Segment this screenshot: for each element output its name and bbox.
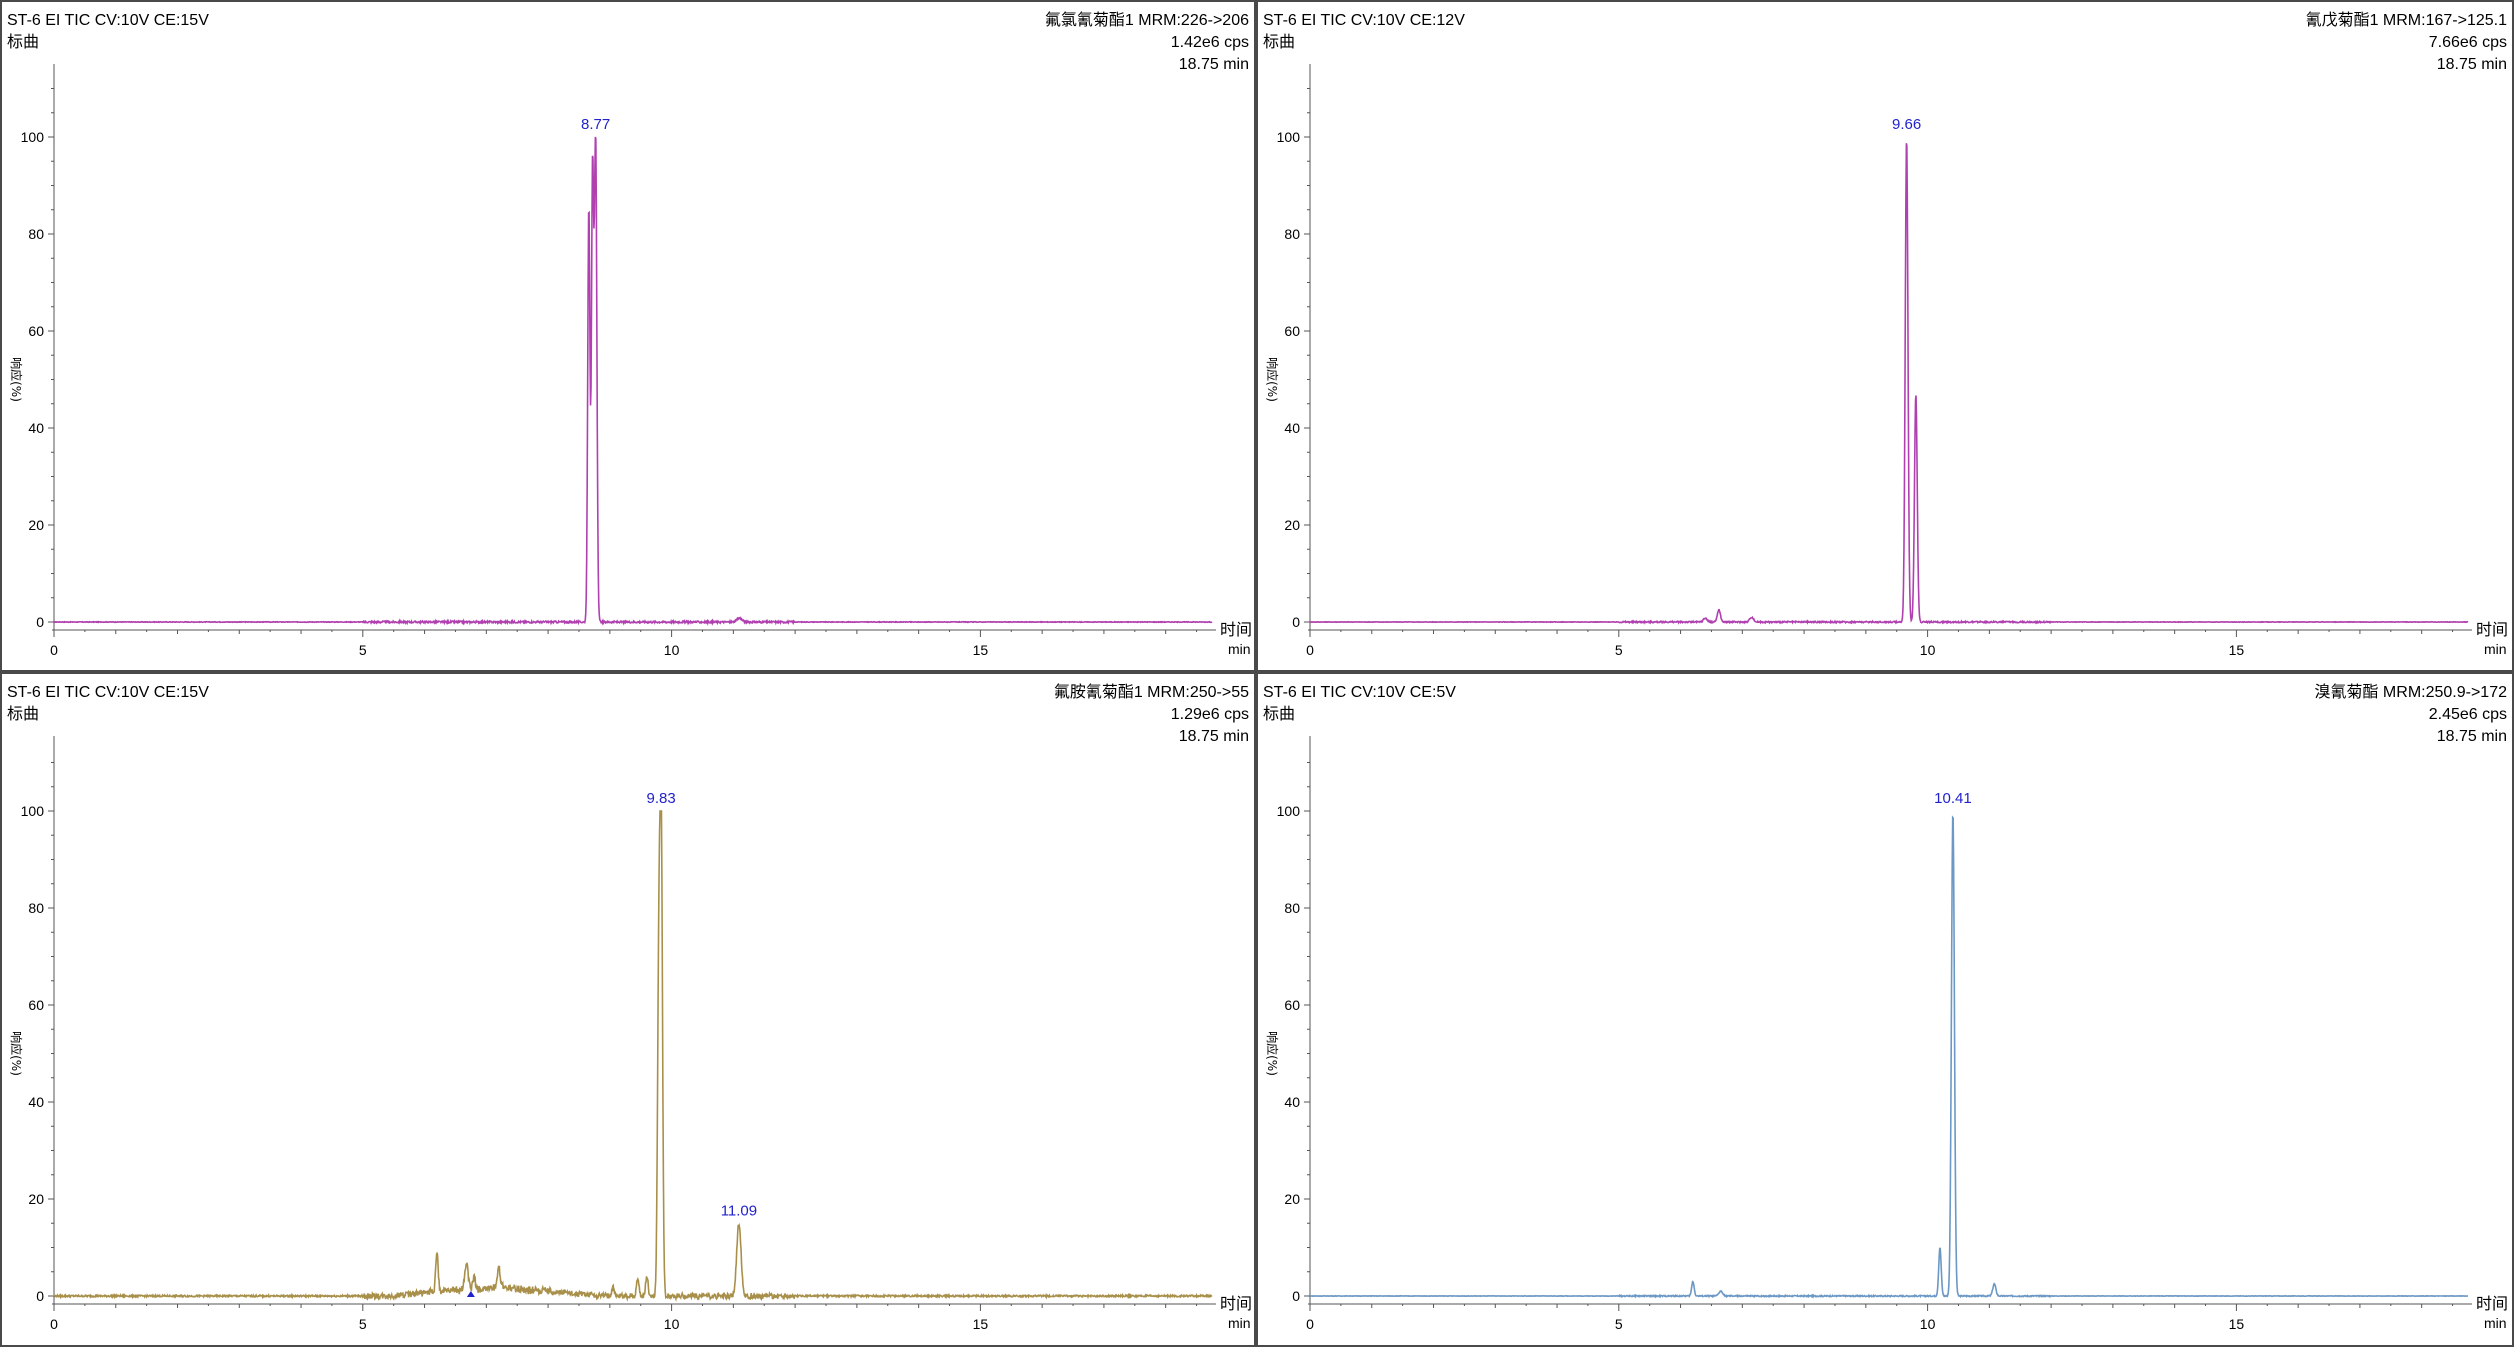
y-tick-label: 40	[28, 420, 44, 436]
y-tick-label: 0	[1292, 614, 1300, 630]
peak-retention-label: 8.77	[581, 116, 610, 133]
chromatogram-trace	[53, 810, 1213, 1302]
y-tick-label: 80	[1284, 226, 1300, 242]
panel-header-right: 氟氯氰菊酯1 MRM:226->206 1.42e6 cps 18.75 min	[1045, 10, 1249, 76]
peak-retention-label: 10.41	[1934, 790, 1972, 807]
chromatogram-svg: 0 20 40 60 80 100 0 5 10 15 时间 min 响应(%) 9.83 11.09	[9, 736, 1252, 1332]
x-tick-label: 15	[2229, 1316, 2245, 1332]
sample-name-text: 标曲	[7, 34, 40, 51]
x-tick-label: 10	[1920, 642, 1936, 658]
scan-info-text: ST-6 EI TIC CV:10V CE:12V	[1263, 12, 1465, 29]
y-tick-label: 40	[1284, 420, 1300, 436]
y-tick-label: 20	[1284, 1191, 1300, 1207]
x-tick-label: 10	[664, 642, 680, 658]
sample-name-text: 标曲	[1263, 34, 1296, 51]
peak-retention-label: 9.66	[1892, 116, 1921, 133]
intensity-text: 1.29e6 cps	[1170, 706, 1249, 723]
scan-info-text: ST-6 EI TIC CV:10V CE:15V	[7, 12, 209, 29]
chromatogram-trace	[1309, 143, 2469, 625]
x-axis-unit: min	[1228, 641, 1251, 657]
y-tick-label: 100	[1277, 803, 1301, 819]
y-tick-label: 60	[1284, 323, 1300, 339]
run-time-text: 18.75 min	[1178, 728, 1249, 745]
y-axis-label: 响应(%)	[1265, 1031, 1280, 1076]
scan-info-text: ST-6 EI TIC CV:10V CE:15V	[7, 684, 209, 701]
y-tick-label: 40	[28, 1094, 44, 1110]
y-tick-label: 0	[36, 1288, 44, 1304]
x-tick-label: 5	[359, 642, 367, 658]
x-tick-label: 0	[50, 1316, 58, 1332]
y-tick-label: 40	[1284, 1094, 1300, 1110]
x-tick-label: 5	[359, 1316, 367, 1332]
y-tick-label: 100	[21, 129, 45, 145]
intensity-text: 1.42e6 cps	[1170, 34, 1249, 51]
peak-retention-label: 9.83	[646, 790, 675, 807]
x-axis-unit: min	[1228, 1315, 1251, 1331]
y-tick-label: 20	[28, 1191, 44, 1207]
integration-marker	[466, 1291, 475, 1297]
y-tick-label: 20	[28, 517, 44, 533]
panel-header-left: ST-6 EI TIC CV:10V CE:12V 标曲	[1263, 10, 1465, 54]
x-axis-unit: min	[2484, 1315, 2507, 1331]
chromatogram-svg: 0 20 40 60 80 100 0 5 10 15 时间 min 响应(%) 10.41	[1265, 736, 2508, 1332]
x-axis-unit: min	[2484, 641, 2507, 657]
x-tick-label: 0	[1306, 642, 1314, 658]
chromatogram-svg: 0 20 40 60 80 100 0 5 10 15 时间 min 响应(%) 8.77	[9, 64, 1252, 658]
compound-mrm-text: 氟胺氰菊酯1 MRM:250->55	[1053, 684, 1249, 701]
sample-name-text: 标曲	[1263, 706, 1296, 723]
y-tick-label: 80	[28, 226, 44, 242]
run-time-text: 18.75 min	[2436, 56, 2507, 73]
x-axis-label: 时间	[2476, 1294, 2508, 1313]
x-tick-label: 15	[973, 1316, 989, 1332]
x-tick-label: 5	[1615, 642, 1623, 658]
chromatogram-trace	[1309, 815, 2469, 1299]
compound-mrm-text: 溴氰菊酯 MRM:250.9->172	[2314, 684, 2507, 701]
x-tick-label: 10	[664, 1316, 680, 1332]
panel-header-right: 氰戊菊酯1 MRM:167->125.1 7.66e6 cps 18.75 min	[2306, 10, 2507, 76]
x-tick-label: 0	[1306, 1316, 1314, 1332]
y-tick-label: 80	[28, 900, 44, 916]
y-tick-label: 0	[1292, 1288, 1300, 1304]
intensity-text: 2.45e6 cps	[2428, 706, 2507, 723]
chromatogram-panel-2: ST-6 EI TIC CV:10V CE:12V 标曲 氰戊菊酯1 MRM:167…	[1256, 0, 2514, 672]
x-axis-label: 时间	[1220, 620, 1252, 639]
x-tick-label: 10	[1920, 1316, 1936, 1332]
compound-mrm-text: 氟氯氰菊酯1 MRM:226->206	[1044, 12, 1249, 29]
chromatogram-panel-3: ST-6 EI TIC CV:10V CE:15V 标曲 氟胺氰菊酯1 MRM:25…	[0, 672, 1256, 1347]
chromatogram-svg: 0 20 40 60 80 100 0 5 10 15 时间 min 响应(%) 9.66	[1265, 64, 2508, 658]
chromatogram-panel-1: ST-6 EI TIC CV:10V CE:15V 标曲 氟氯氰菊酯1 MRM:22…	[0, 0, 1256, 672]
panel-header-left: ST-6 EI TIC CV:10V CE:15V 标曲	[7, 10, 209, 54]
compound-mrm-text: 氰戊菊酯1 MRM:167->125.1	[2305, 12, 2507, 29]
chromatogram-trace	[53, 136, 1213, 627]
scan-info-text: ST-6 EI TIC CV:10V CE:5V	[1263, 684, 1456, 701]
y-axis-label: 响应(%)	[9, 1031, 24, 1076]
y-tick-label: 0	[36, 614, 44, 630]
x-tick-label: 15	[973, 642, 989, 658]
y-tick-label: 80	[1284, 900, 1300, 916]
y-tick-label: 20	[1284, 517, 1300, 533]
x-tick-label: 0	[50, 642, 58, 658]
x-axis-label: 时间	[2476, 620, 2508, 639]
sample-name-text: 标曲	[7, 706, 40, 723]
x-tick-label: 5	[1615, 1316, 1623, 1332]
chromatogram-panel-4: ST-6 EI TIC CV:10V CE:5V 标曲 溴氰菊酯 MRM:250.9…	[1256, 672, 2514, 1347]
run-time-text: 18.75 min	[2436, 728, 2507, 745]
panel-header-right: 溴氰菊酯 MRM:250.9->172 2.45e6 cps 18.75 min	[2314, 682, 2507, 748]
y-tick-label: 60	[28, 323, 44, 339]
y-axis-label: 响应(%)	[1265, 357, 1280, 402]
x-axis-label: 时间	[1220, 1294, 1252, 1313]
y-tick-label: 60	[1284, 997, 1300, 1013]
x-tick-label: 15	[2229, 642, 2245, 658]
panel-header-right: 氟胺氰菊酯1 MRM:250->55 1.29e6 cps 18.75 min	[1054, 682, 1249, 748]
y-tick-label: 100	[21, 803, 45, 819]
intensity-text: 7.66e6 cps	[2428, 34, 2507, 51]
panel-header-left: ST-6 EI TIC CV:10V CE:15V 标曲	[7, 682, 209, 726]
run-time-text: 18.75 min	[1178, 56, 1249, 73]
panel-header-left: ST-6 EI TIC CV:10V CE:5V 标曲	[1263, 682, 1456, 726]
y-tick-label: 100	[1277, 129, 1301, 145]
y-tick-label: 60	[28, 997, 44, 1013]
peak-retention-label: 11.09	[721, 1202, 757, 1219]
y-axis-label: 响应(%)	[9, 357, 24, 402]
